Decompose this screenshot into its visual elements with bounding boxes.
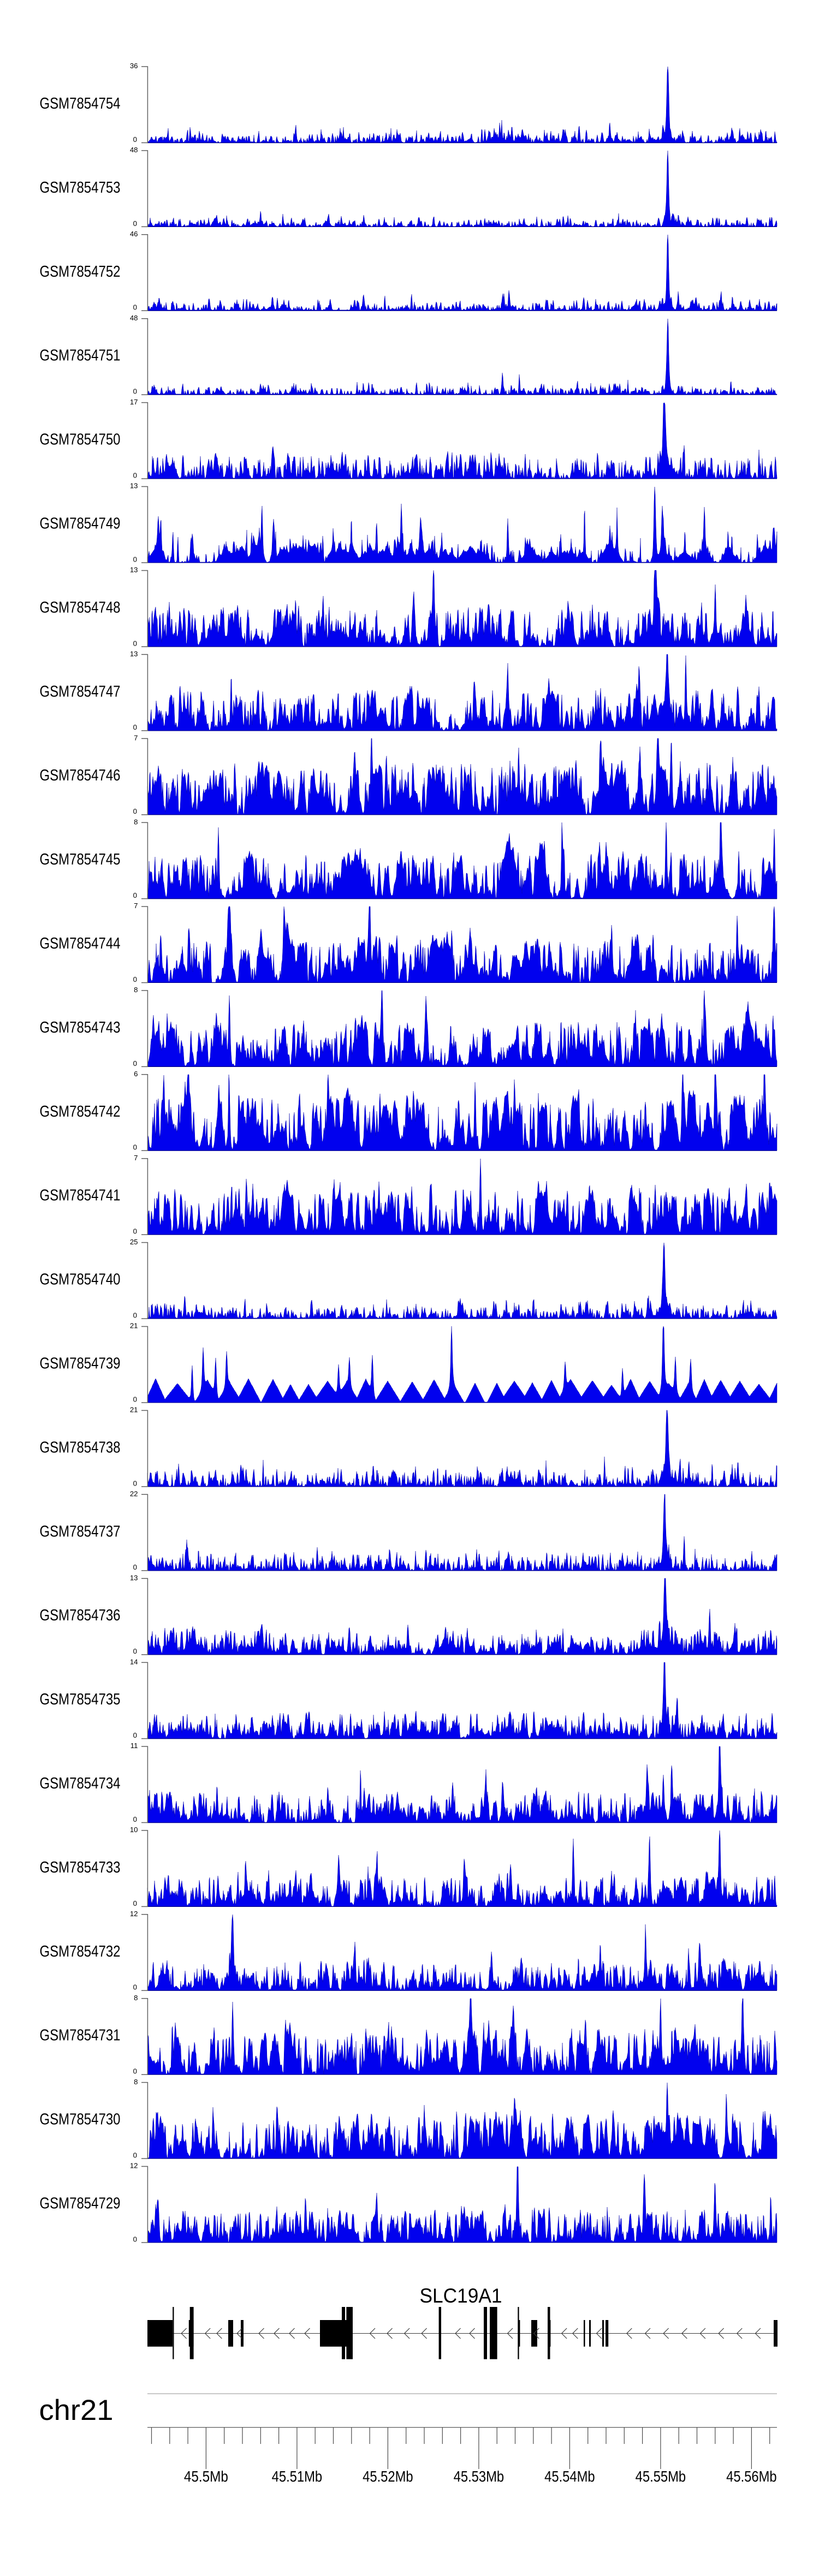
svg-text:0: 0 bbox=[133, 1143, 137, 1152]
svg-text:0: 0 bbox=[133, 555, 137, 563]
svg-text:GSM7854753: GSM7854753 bbox=[40, 179, 121, 196]
svg-text:chr21: chr21 bbox=[39, 2394, 114, 2426]
svg-text:0: 0 bbox=[133, 723, 137, 731]
svg-text:0: 0 bbox=[133, 1395, 137, 1403]
svg-text:0: 0 bbox=[133, 219, 137, 228]
svg-text:GSM7854746: GSM7854746 bbox=[40, 767, 121, 784]
svg-text:45.53Mb: 45.53Mb bbox=[454, 2468, 505, 2485]
svg-text:12: 12 bbox=[130, 1910, 138, 1918]
svg-text:36: 36 bbox=[130, 62, 138, 70]
svg-text:0: 0 bbox=[133, 1563, 137, 1571]
svg-text:25: 25 bbox=[130, 1238, 138, 1246]
svg-text:0: 0 bbox=[133, 807, 137, 815]
svg-text:GSM7854751: GSM7854751 bbox=[40, 347, 121, 365]
svg-text:0: 0 bbox=[133, 1059, 137, 1068]
svg-text:0: 0 bbox=[133, 2151, 137, 2160]
svg-text:45.54Mb: 45.54Mb bbox=[544, 2468, 595, 2485]
svg-text:GSM7854737: GSM7854737 bbox=[40, 1523, 121, 1540]
svg-text:8: 8 bbox=[134, 1994, 138, 2002]
svg-text:11: 11 bbox=[130, 1742, 138, 1750]
svg-text:0: 0 bbox=[133, 975, 137, 983]
svg-text:8: 8 bbox=[134, 2078, 138, 2086]
svg-text:0: 0 bbox=[133, 2235, 137, 2243]
svg-text:SLC19A1: SLC19A1 bbox=[420, 2285, 502, 2307]
svg-text:GSM7854730: GSM7854730 bbox=[40, 2111, 121, 2128]
svg-text:48: 48 bbox=[130, 314, 138, 322]
svg-text:GSM7854742: GSM7854742 bbox=[40, 1103, 121, 1120]
svg-text:45.56Mb: 45.56Mb bbox=[726, 2468, 777, 2485]
svg-text:GSM7854738: GSM7854738 bbox=[40, 1439, 121, 1456]
svg-text:45.55Mb: 45.55Mb bbox=[636, 2468, 686, 2485]
svg-text:13: 13 bbox=[130, 566, 138, 574]
svg-text:GSM7854749: GSM7854749 bbox=[40, 515, 121, 533]
svg-text:10: 10 bbox=[130, 1826, 138, 1834]
svg-text:45.52Mb: 45.52Mb bbox=[363, 2468, 413, 2485]
svg-text:0: 0 bbox=[133, 1731, 137, 1739]
svg-text:0: 0 bbox=[133, 2067, 137, 2076]
svg-text:21: 21 bbox=[130, 1322, 138, 1330]
svg-text:48: 48 bbox=[130, 146, 138, 154]
svg-text:17: 17 bbox=[130, 398, 138, 406]
svg-text:GSM7854733: GSM7854733 bbox=[40, 1859, 121, 1876]
svg-text:45.5Mb: 45.5Mb bbox=[184, 2468, 228, 2485]
svg-text:0: 0 bbox=[133, 1899, 137, 1907]
svg-text:21: 21 bbox=[130, 1406, 138, 1414]
svg-text:8: 8 bbox=[134, 818, 138, 826]
svg-text:7: 7 bbox=[134, 902, 138, 910]
svg-text:13: 13 bbox=[130, 650, 138, 658]
svg-text:0: 0 bbox=[133, 1479, 137, 1487]
svg-text:46: 46 bbox=[130, 230, 138, 238]
svg-text:0: 0 bbox=[133, 387, 137, 396]
svg-text:GSM7854744: GSM7854744 bbox=[40, 935, 121, 952]
svg-text:GSM7854740: GSM7854740 bbox=[40, 1271, 121, 1289]
svg-text:7: 7 bbox=[134, 734, 138, 742]
svg-text:0: 0 bbox=[133, 891, 137, 899]
svg-text:0: 0 bbox=[133, 472, 137, 480]
svg-text:GSM7854754: GSM7854754 bbox=[40, 95, 121, 112]
svg-text:GSM7854736: GSM7854736 bbox=[40, 1607, 121, 1624]
svg-text:12: 12 bbox=[130, 2162, 138, 2170]
svg-text:22: 22 bbox=[130, 1490, 138, 1498]
svg-text:GSM7854734: GSM7854734 bbox=[40, 1775, 121, 1792]
svg-text:7: 7 bbox=[134, 1154, 138, 1162]
svg-text:GSM7854729: GSM7854729 bbox=[40, 2195, 121, 2213]
svg-text:GSM7854748: GSM7854748 bbox=[40, 599, 121, 616]
svg-text:GSM7854735: GSM7854735 bbox=[40, 1691, 121, 1708]
svg-text:GSM7854747: GSM7854747 bbox=[40, 683, 121, 700]
svg-text:GSM7854745: GSM7854745 bbox=[40, 851, 121, 868]
svg-text:0: 0 bbox=[133, 639, 137, 647]
svg-text:45.51Mb: 45.51Mb bbox=[272, 2468, 323, 2485]
svg-text:GSM7854752: GSM7854752 bbox=[40, 263, 121, 281]
svg-text:GSM7854743: GSM7854743 bbox=[40, 1019, 121, 1036]
svg-text:0: 0 bbox=[133, 1647, 137, 1655]
svg-text:0: 0 bbox=[133, 1311, 137, 1320]
svg-text:GSM7854732: GSM7854732 bbox=[40, 1943, 121, 1960]
svg-text:8: 8 bbox=[134, 986, 138, 994]
svg-text:GSM7854741: GSM7854741 bbox=[40, 1187, 121, 1204]
svg-text:13: 13 bbox=[130, 482, 138, 490]
svg-text:0: 0 bbox=[133, 1227, 137, 1236]
svg-text:13: 13 bbox=[130, 1573, 138, 1582]
svg-text:0: 0 bbox=[133, 1815, 137, 1823]
svg-text:GSM7854750: GSM7854750 bbox=[40, 431, 121, 449]
svg-text:6: 6 bbox=[134, 1070, 138, 1078]
svg-text:0: 0 bbox=[133, 303, 137, 312]
svg-text:0: 0 bbox=[133, 1983, 137, 1991]
svg-text:0: 0 bbox=[133, 135, 137, 144]
svg-text:GSM7854731: GSM7854731 bbox=[40, 2027, 121, 2044]
svg-text:14: 14 bbox=[130, 1657, 138, 1666]
svg-text:GSM7854739: GSM7854739 bbox=[40, 1355, 121, 1373]
